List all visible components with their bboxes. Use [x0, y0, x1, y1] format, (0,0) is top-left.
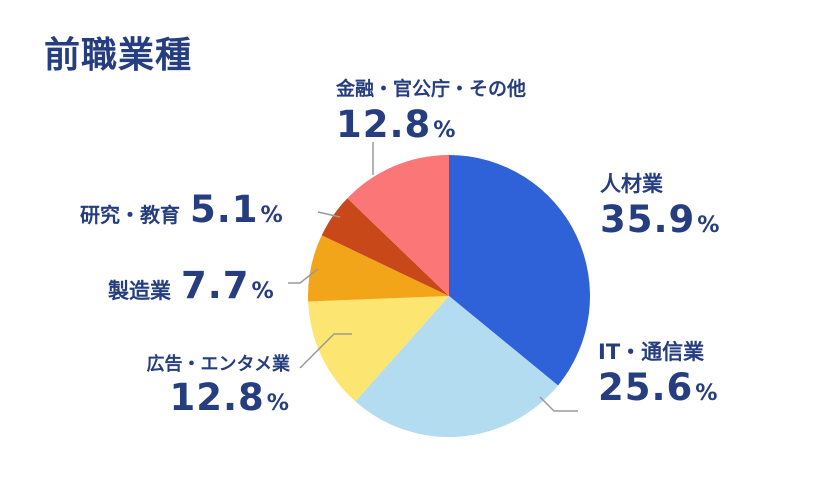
- label-jinzai-category: 人材業: [600, 172, 663, 196]
- label-jinzai: 人材業 35.9%: [600, 168, 721, 241]
- leader-line-it: [539, 396, 578, 412]
- label-finance: 金融・官公庁・その他 12.8%: [336, 74, 526, 146]
- label-ad-value: 12.8%: [169, 376, 290, 419]
- pie-slice-ad: [308, 296, 449, 402]
- pie-slice-research: [321, 198, 449, 296]
- label-manufacturing-value: 7.7%: [181, 264, 275, 307]
- label-research-category: 研究・教育: [80, 203, 180, 227]
- label-research-value: 5.1%: [190, 188, 284, 231]
- pie-slice-finance: [347, 155, 449, 296]
- label-it-category: IT・通信業: [598, 340, 705, 364]
- pie-slice-jinzai: [449, 155, 590, 386]
- pie-slice-manufacturing: [308, 235, 449, 302]
- label-ad: 広告・エンタメ業 12.8%: [112, 350, 290, 419]
- leader-line-ad: [299, 333, 352, 369]
- leader-line-research: [317, 211, 341, 218]
- label-ad-category: 広告・エンタメ業: [146, 354, 290, 375]
- label-jinzai-value: 35.9%: [600, 198, 721, 241]
- label-manufacturing: 製造業 7.7%: [108, 264, 275, 307]
- pie-slice-it: [355, 296, 559, 437]
- label-it-value: 25.6%: [598, 366, 719, 409]
- chart-title: 前職業種: [44, 35, 193, 76]
- leader-line-manufacturing: [288, 268, 319, 284]
- label-research: 研究・教育 5.1%: [80, 188, 284, 231]
- label-finance-value: 12.8%: [336, 103, 457, 146]
- label-it: IT・通信業 25.6%: [598, 336, 719, 409]
- label-manufacturing-category: 製造業: [108, 279, 171, 303]
- label-finance-category: 金融・官公庁・その他: [336, 78, 527, 100]
